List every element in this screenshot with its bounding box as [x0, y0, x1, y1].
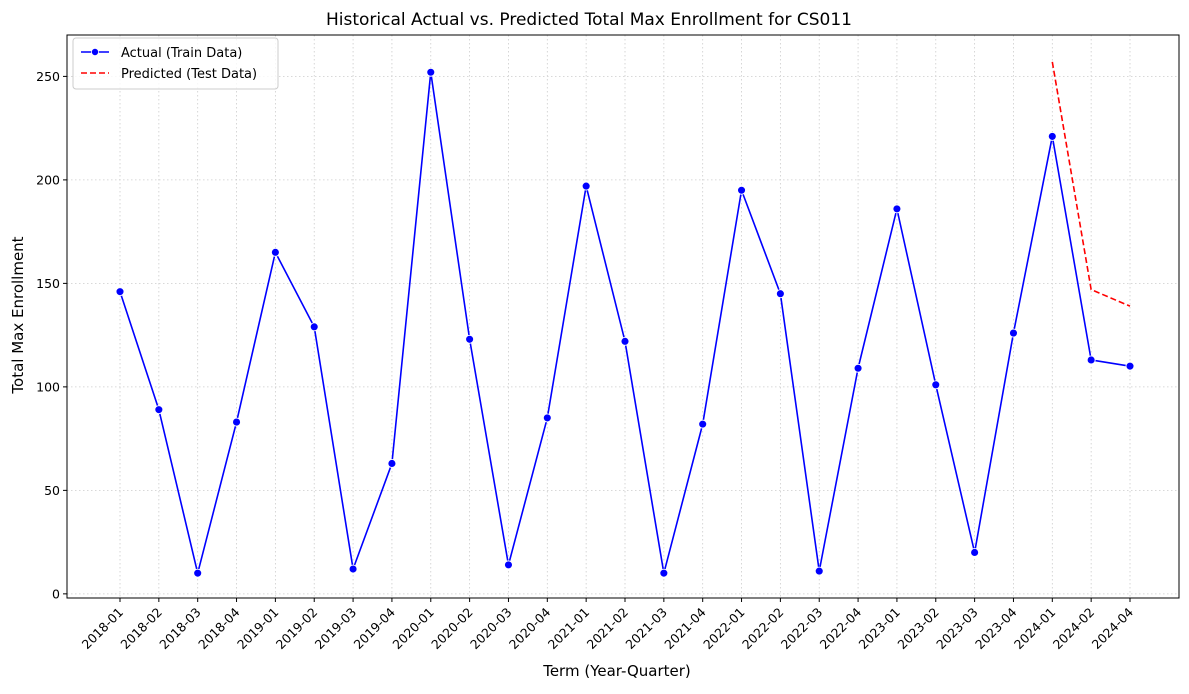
y-tick-label: 50 — [44, 483, 60, 498]
x-tick-label: 2023-03 — [933, 605, 981, 653]
actual-data-point — [814, 566, 824, 576]
x-tick-label: 2024-02 — [1050, 605, 1098, 653]
legend-box — [72, 37, 279, 90]
actual-data-point — [892, 204, 902, 214]
x-tick-label: 2019-03 — [312, 605, 360, 653]
actual-data-point — [581, 181, 591, 191]
legend-actual-label: Actual (Train Data) — [121, 46, 242, 61]
actual-data-point — [620, 336, 630, 346]
x-tick-label: 2021-02 — [584, 605, 632, 653]
actual-data-point — [1009, 328, 1018, 338]
actual-data-point — [853, 363, 863, 373]
x-tick-label: 2024-04 — [1089, 604, 1137, 652]
y-axis-label: Total Max Enrollment — [9, 236, 27, 394]
actual-data-point — [309, 322, 319, 332]
actual-data-point — [659, 568, 669, 578]
predicted-series-line — [1051, 61, 1131, 307]
actual-data-point — [115, 287, 125, 297]
x-tick-label: 2018-02 — [117, 605, 165, 653]
x-tick-label: 2018-01 — [79, 605, 127, 653]
x-tick-label: 2019-01 — [234, 605, 282, 653]
actual-data-point — [270, 247, 280, 257]
series-layer — [115, 61, 1135, 578]
actual-data-point — [426, 67, 436, 77]
actual-data-point — [1125, 361, 1135, 371]
actual-data-point — [698, 419, 708, 429]
x-tick-label: 2022-03 — [778, 605, 826, 653]
x-axis: 2018-012018-022018-032018-042019-012019-… — [79, 598, 1137, 653]
x-tick-label: 2019-04 — [351, 604, 399, 652]
y-tick-label: 200 — [36, 172, 60, 187]
x-tick-label: 2019-02 — [273, 605, 321, 653]
actual-data-point — [775, 289, 785, 299]
y-tick-label: 0 — [52, 586, 60, 601]
actual-data-point — [931, 380, 941, 390]
x-tick-label: 2024-01 — [1011, 605, 1059, 653]
x-tick-label: 2022-02 — [739, 605, 787, 653]
grid — [67, 35, 1179, 598]
chart-title: Historical Actual vs. Predicted Total Ma… — [326, 10, 852, 30]
actual-data-point — [193, 568, 203, 578]
actual-data-point — [232, 417, 241, 427]
actual-data-point — [1047, 131, 1057, 141]
actual-data-point — [1086, 355, 1096, 365]
x-tick-label: 2020-02 — [428, 605, 476, 653]
y-tick-label: 250 — [36, 69, 60, 84]
x-tick-label: 2023-01 — [856, 605, 904, 653]
x-tick-label: 2020-01 — [389, 605, 437, 653]
plot-frame — [66, 34, 1180, 599]
y-tick-label: 150 — [36, 276, 60, 291]
x-tick-label: 2023-04 — [972, 604, 1020, 652]
actual-data-point — [737, 185, 746, 195]
x-tick-label: 2018-03 — [156, 605, 204, 653]
actual-data-point — [542, 413, 552, 423]
y-tick-label: 100 — [36, 379, 60, 394]
actual-data-point — [970, 548, 980, 557]
x-tick-label: 2021-04 — [661, 604, 709, 652]
x-tick-label: 2021-01 — [545, 605, 593, 653]
actual-data-point — [387, 459, 397, 468]
actual-data-point — [504, 560, 513, 570]
actual-data-point — [154, 405, 164, 415]
x-tick-label: 2020-03 — [467, 605, 515, 653]
x-tick-label: 2022-01 — [700, 605, 748, 653]
x-tick-label: 2021-03 — [622, 605, 670, 653]
actual-data-point — [348, 564, 358, 574]
legend-predicted-label: Predicted (Test Data) — [121, 67, 257, 82]
x-tick-label: 2023-02 — [894, 605, 942, 653]
x-axis-label: Term (Year-Quarter) — [542, 662, 691, 680]
x-tick-label: 2020-04 — [506, 604, 554, 652]
actual-data-point — [465, 334, 475, 344]
legend-actual-marker — [91, 48, 100, 57]
x-tick-label: 2018-04 — [195, 604, 243, 652]
y-axis: 0 50 100 150 200 250 — [36, 69, 67, 601]
legend: Actual (Train Data) Predicted (Test Data… — [72, 37, 279, 90]
x-tick-label: 2022-04 — [817, 604, 865, 652]
